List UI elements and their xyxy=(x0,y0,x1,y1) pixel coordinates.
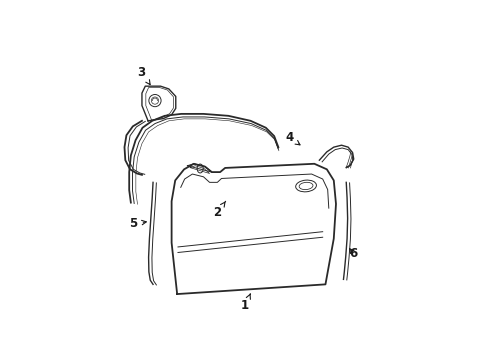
Text: 6: 6 xyxy=(349,247,357,260)
Text: 3: 3 xyxy=(137,66,150,85)
Text: 5: 5 xyxy=(129,217,146,230)
Text: 1: 1 xyxy=(241,294,250,312)
Text: 4: 4 xyxy=(285,131,299,145)
Text: 2: 2 xyxy=(213,201,225,219)
